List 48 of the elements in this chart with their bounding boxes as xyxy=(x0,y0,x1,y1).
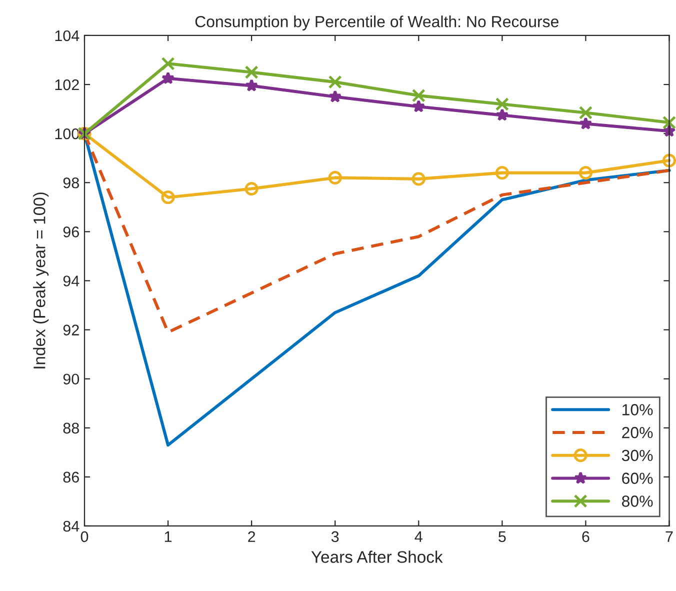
x-tick-label: 0 xyxy=(80,531,88,542)
point xyxy=(495,97,509,111)
point xyxy=(495,166,509,180)
point xyxy=(244,65,258,80)
point xyxy=(496,108,509,121)
y-tick-label: 90 xyxy=(63,374,80,385)
y-tick-label: 92 xyxy=(63,324,79,336)
point xyxy=(161,190,175,204)
point xyxy=(662,124,676,137)
point xyxy=(578,106,593,120)
x-tick-label: 1 xyxy=(164,531,172,542)
point xyxy=(579,116,592,130)
y-tick-label: 88 xyxy=(63,422,79,434)
point xyxy=(412,88,426,102)
y-tick-label: 98 xyxy=(63,177,79,188)
point xyxy=(662,154,676,168)
x-tick-label: 3 xyxy=(331,531,339,542)
y-tick-label: 100 xyxy=(55,128,80,140)
point xyxy=(162,72,175,84)
x-tick-label: 4 xyxy=(414,531,422,542)
x-tick-label: 7 xyxy=(666,531,673,542)
y-tick-label: 104 xyxy=(55,30,80,42)
y-tick-label: 86 xyxy=(63,472,79,483)
point xyxy=(412,172,426,186)
legend-label: 80% xyxy=(622,496,653,507)
point xyxy=(161,56,175,70)
chart-title: Consumption by Percentile of Wealth: No Recourse xyxy=(195,16,558,30)
point xyxy=(245,78,258,92)
point xyxy=(244,182,258,196)
y-tick-label: 102 xyxy=(55,79,79,90)
legend-label: 30% xyxy=(622,450,653,462)
y-tick-label: 84 xyxy=(63,520,80,532)
point xyxy=(328,90,342,103)
y-axis-title: Index (Peak year = 100) xyxy=(33,192,49,368)
x-tick-label: 6 xyxy=(582,531,590,542)
point xyxy=(412,100,426,112)
point xyxy=(578,166,593,180)
point xyxy=(662,116,676,130)
legend-label: 10% xyxy=(622,404,653,416)
legend-label: 60% xyxy=(622,472,653,484)
y-tick-label: 96 xyxy=(63,226,79,238)
x-tick-label: 2 xyxy=(248,531,256,542)
x-axis-title: Years After Shock xyxy=(311,550,443,563)
point xyxy=(328,75,342,89)
x-tick-label: 5 xyxy=(498,531,506,542)
legend-label: 20% xyxy=(622,426,653,438)
point xyxy=(328,170,342,185)
y-tick-label: 94 xyxy=(63,276,80,286)
